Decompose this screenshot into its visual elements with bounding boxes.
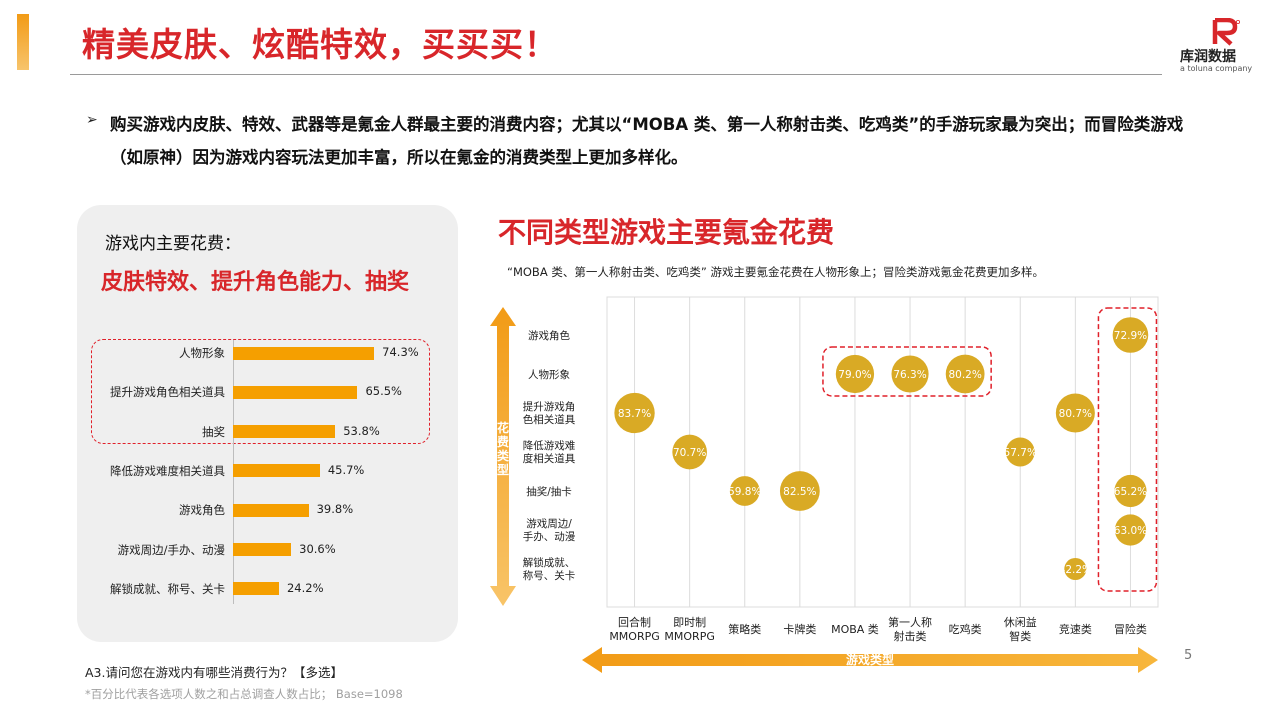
logo-subtitle: a toluna company (1180, 64, 1253, 73)
bubble-label: 79.0% (838, 369, 871, 381)
bubble (891, 355, 929, 393)
bubble-label: 83.7% (618, 408, 651, 420)
bar (233, 582, 279, 596)
bubble-label: 42.2% (1059, 564, 1092, 576)
bar-label: 降低游戏难度相关道具 (110, 463, 225, 478)
y-tick-label: 抽奖/抽卡 (526, 485, 572, 498)
x-tick-label: 策略类 (728, 622, 761, 636)
bar-value-label: 24.2% (286, 580, 324, 595)
bubble (835, 354, 875, 394)
bubble (614, 392, 655, 434)
bubble-label: 57.7% (1004, 447, 1037, 459)
x-tick-label: 冒险类 (1114, 622, 1147, 636)
bubble-label: 63.0% (1114, 525, 1147, 537)
bar-label: 人物形象 (179, 346, 225, 360)
bar (233, 425, 336, 439)
survey-question: A3.请问您在游戏内有哪些消费行为？【多选】 (85, 665, 343, 680)
page-number: 5 (1184, 648, 1193, 663)
bubble (672, 434, 707, 470)
bubble-chart-subtitle: “MOBA 类、第一人称射击类、吃鸡类” 游戏主要氪金花费在人物形象上；冒险类游… (507, 265, 1044, 279)
bubble (1112, 317, 1149, 353)
bar-value-label: 65.5% (365, 384, 402, 399)
bubble-label: 80.7% (1059, 408, 1092, 420)
x-tick-label: 休闲益智类 (1004, 615, 1037, 643)
y-tick-label: 降低游戏难度相关道具 (523, 439, 576, 465)
x-tick-label: MOBA 类 (831, 622, 879, 636)
panel-highlight-text: 皮肤特效、提升角色能力、抽奖 (101, 270, 410, 295)
y-axis-arrow (490, 307, 516, 606)
top-three-highlight-box (91, 339, 430, 444)
title-accent-bar (17, 14, 29, 70)
bubble-chart-title: 不同类型游戏主要氪金花费 (498, 216, 835, 249)
bar-value-label: 39.8% (316, 502, 354, 517)
x-tick-label: 第一人称射击类 (888, 615, 932, 643)
y-tick-label: 提升游戏角色相关道具 (523, 400, 576, 426)
bar-label: 抽奖 (202, 424, 225, 439)
y-tick-label: 人物形象 (528, 368, 570, 381)
y-tick-label: 游戏角色 (528, 329, 570, 342)
spending-summary-panel (77, 205, 458, 642)
bubble-label: 59.8% (728, 486, 761, 498)
bar-label: 游戏角色 (179, 503, 225, 518)
bullet-arrow-icon: ➢ (86, 112, 98, 128)
bar (233, 503, 309, 517)
bar (233, 464, 320, 478)
bubble (1055, 393, 1095, 433)
title-divider (70, 74, 1162, 75)
bubble (1064, 557, 1087, 581)
bubble-label: 80.2% (948, 369, 981, 381)
y-axis-label: 花费类型 (497, 420, 510, 477)
bar (233, 543, 292, 556)
x-tick-label: 卡牌类 (783, 622, 816, 636)
bar-label: 游戏周边/手办、动漫 (117, 542, 225, 557)
bubble (1114, 474, 1147, 508)
plot-frame (606, 296, 1159, 608)
panel-heading: 游戏内主要花费： (105, 234, 241, 254)
y-tick-label: 解锁成就、称号、关卡 (523, 556, 576, 582)
bar-label: 提升游戏角色相关道具 (110, 385, 225, 400)
bubble (1005, 437, 1035, 467)
bar-value-label: 53.8% (343, 423, 380, 438)
x-tick-label: 竞速类 (1059, 622, 1092, 636)
bar-label: 解锁成就、称号、关卡 (110, 581, 225, 596)
bubble-label: 65.2% (1114, 486, 1147, 498)
highlight-box (1097, 307, 1158, 592)
bar-value-label: 45.7% (327, 462, 365, 477)
highlight-box (822, 346, 992, 397)
footnote: *百分比代表各选项人数之和占总调查人数占比； Base=1098 (85, 687, 403, 701)
page-title: 精美皮肤、炫酷特效，买买买！ (82, 25, 558, 64)
logo-name: 库润数据 (1180, 49, 1236, 65)
x-axis-arrow (582, 647, 1158, 673)
bubble (1114, 514, 1147, 546)
x-tick-label: 回合制 MMORPG (609, 615, 659, 643)
bubble-label: 76.3% (893, 369, 926, 381)
bubble-label: 82.5% (783, 486, 816, 498)
summary-text: 购买游戏内皮肤、特效、武器等是氪金人群最主要的消费内容；尤其以“MOBA 类、第… (110, 115, 1184, 167)
bubble (945, 354, 985, 394)
bubble-label: 72.9% (1114, 330, 1147, 342)
x-axis-label: 游戏类型 (846, 652, 894, 667)
bar (233, 346, 375, 360)
x-tick-label: 即时制 MMORPG (664, 616, 714, 643)
bubble (729, 476, 760, 506)
company-logo-icon (1212, 18, 1240, 46)
bubble (779, 471, 820, 511)
y-tick-label: 游戏周边/手办、动漫 (523, 517, 576, 543)
bar (233, 385, 358, 399)
bar-value-label: 74.3% (382, 345, 419, 359)
x-tick-label: 吃鸡类 (949, 622, 982, 636)
bubble-label: 70.7% (673, 447, 706, 459)
bar-value-label: 30.6% (299, 541, 336, 556)
